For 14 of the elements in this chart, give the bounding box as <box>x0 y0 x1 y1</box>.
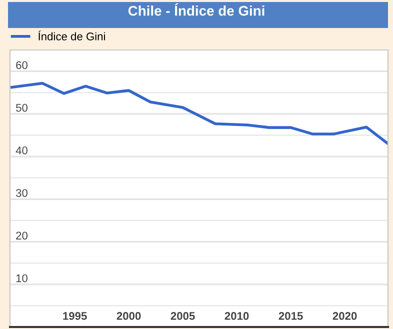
y-tick-label: 10 <box>16 274 28 282</box>
chart-title: Chile - Índice de Gini <box>128 3 264 16</box>
x-tick-label: 2000 <box>116 312 141 320</box>
x-tick-label: 1995 <box>63 312 87 320</box>
y-tick-label: 50 <box>16 104 28 112</box>
y-tick-label: 20 <box>16 232 28 240</box>
y-tick-label: 60 <box>16 61 28 70</box>
x-tick-label: 2015 <box>278 312 303 320</box>
y-tick-label: 30 <box>16 189 28 197</box>
x-tick-label: 2020 <box>332 312 357 320</box>
y-tick-label: 40 <box>16 146 28 154</box>
x-tick-label: 2010 <box>224 312 249 320</box>
legend-label: Índice de Gini <box>38 30 105 40</box>
x-tick-label: 2005 <box>170 312 195 320</box>
